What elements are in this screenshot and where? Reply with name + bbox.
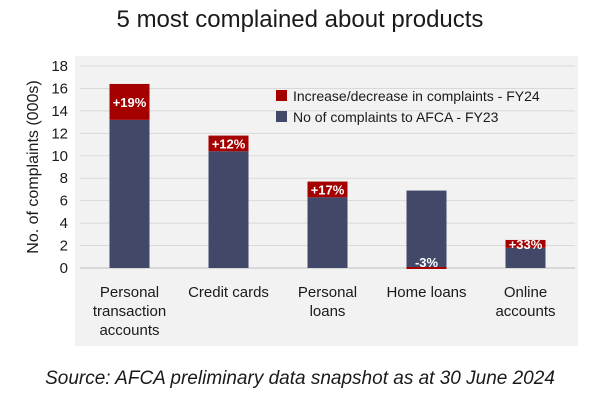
change-percent-label: +12%	[212, 136, 246, 151]
x-category-label: Home loans	[386, 284, 466, 301]
bar-fy23	[307, 197, 348, 268]
x-category-label: Online	[504, 284, 547, 301]
bar-fy23	[406, 190, 447, 268]
bar-fy24-change	[109, 83, 150, 120]
change-percent-label: -3%	[415, 255, 439, 270]
x-category-label: Personal	[100, 284, 159, 301]
bar-fy24-change	[208, 135, 249, 152]
change-percent-label: +33%	[509, 237, 543, 252]
y-tick-label: 12	[51, 125, 68, 142]
bar-fy24-change	[307, 181, 348, 198]
legend-swatch	[276, 90, 287, 101]
y-tick-label: 0	[60, 260, 68, 277]
y-tick-label: 14	[51, 103, 68, 120]
y-tick-label: 8	[60, 170, 68, 187]
y-tick-label: 16	[51, 80, 68, 97]
x-category-label: Personal	[298, 284, 357, 301]
y-tick-label: 2	[60, 238, 68, 255]
chart-title: 5 most complained about products	[116, 6, 484, 33]
bar-fy23	[208, 151, 249, 268]
source-note: Source: AFCA preliminary data snapshot a…	[45, 368, 555, 389]
bar-fy24-change	[406, 267, 447, 269]
change-percent-label: +17%	[311, 182, 345, 197]
x-category-label: transaction	[93, 303, 166, 320]
legend-swatch	[276, 111, 287, 122]
y-tick-label: 4	[60, 215, 68, 232]
x-category-label: accounts	[495, 303, 555, 320]
bar-fy23	[109, 119, 150, 268]
y-axis-label: No. of complaints (000s)	[25, 80, 42, 253]
bar-fy23	[505, 247, 546, 268]
change-percent-label: +19%	[113, 95, 147, 110]
legend-label: Increase/decrease in complaints - FY24	[293, 88, 540, 104]
x-category-label: Credit cards	[188, 284, 269, 301]
bar-fy24-change	[505, 239, 546, 248]
y-tick-label: 18	[51, 58, 68, 75]
y-tick-label: 10	[51, 148, 68, 165]
y-tick-label: 6	[60, 193, 68, 210]
legend-label: No of complaints to AFCA - FY23	[293, 109, 499, 125]
x-category-label: loans	[310, 303, 346, 320]
x-category-label: accounts	[99, 322, 159, 339]
